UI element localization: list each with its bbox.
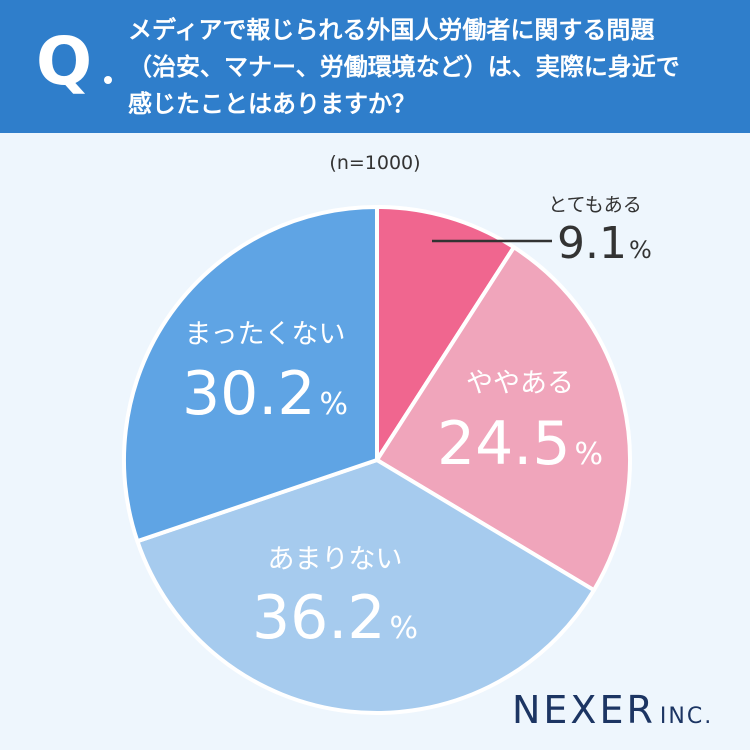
- pie-slice-1: [375, 205, 516, 462]
- question-text: メディアで報じられる外国人労働者に関する問題 （治安、マナー、労働環境など）は、…: [128, 12, 728, 123]
- question-line-3: 感じたことはありますか？: [128, 90, 416, 118]
- question-line-2: （治安、マナー、労働環境など）は、実際に身近で: [128, 53, 680, 81]
- slice-label-2: ややある: [466, 368, 574, 399]
- question-line-1: メディアで報じられる外国人労働者に関する問題: [128, 16, 655, 44]
- slice-label-4: まったくない: [185, 319, 346, 350]
- slice-value-4: 30.2%: [182, 359, 348, 429]
- question-header: Q メディアで報じられる外国人労働者に関する問題 （治安、マナー、労働環境など）…: [0, 0, 750, 133]
- pie-slice-3: [135, 458, 596, 715]
- slice-value-2: 24.5%: [437, 409, 603, 479]
- pie-slice-2: [375, 245, 632, 593]
- q-dot: [104, 76, 112, 84]
- company-logo: NEXER INC.: [512, 688, 713, 732]
- slice-label-3: あまりない: [268, 544, 403, 575]
- q-mark: Q: [36, 23, 93, 100]
- pie-slice-4: [122, 205, 379, 544]
- logo-main-text: NEXER: [512, 688, 656, 732]
- slice-value-1: 9.1%: [557, 218, 652, 269]
- slice-value-3: 36.2%: [252, 583, 418, 653]
- sample-size: (n=1000): [329, 152, 421, 174]
- slice-label-1: とてもある: [548, 194, 641, 216]
- logo-sub-text: INC.: [659, 704, 714, 729]
